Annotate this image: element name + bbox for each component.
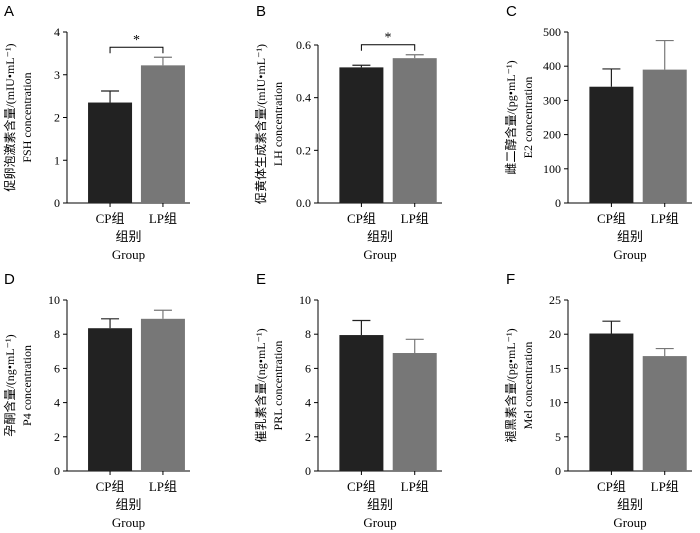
x-tick-label: CP组 bbox=[597, 211, 626, 226]
y-tick-label: 10 bbox=[299, 293, 311, 307]
y-tick-label: 300 bbox=[543, 93, 561, 107]
y-tick-label: 15 bbox=[549, 361, 561, 375]
y-tick-label: 6 bbox=[305, 361, 311, 375]
x-tick-label: CP组 bbox=[347, 211, 376, 226]
y-tick-label: 3 bbox=[54, 68, 60, 82]
x-axis-subtitle: Group bbox=[613, 247, 646, 262]
y-tick-label: 0.2 bbox=[296, 143, 311, 157]
y-axis-subtitle: PRL concentration bbox=[271, 341, 285, 431]
x-axis-subtitle: Group bbox=[363, 247, 396, 262]
y-tick-label: 4 bbox=[305, 396, 311, 410]
y-tick-label: 6 bbox=[54, 361, 60, 375]
y-axis-subtitle: Mel concentration bbox=[521, 342, 535, 430]
x-tick-label: LP组 bbox=[401, 479, 429, 494]
y-tick-label: 1 bbox=[54, 153, 60, 167]
x-axis-title: 组别 bbox=[367, 497, 393, 512]
y-tick-label: 0 bbox=[555, 464, 561, 478]
bar-cp bbox=[88, 328, 133, 471]
bar-lp bbox=[392, 58, 437, 203]
panel-letter-d: D bbox=[4, 271, 15, 288]
y-tick-label: 4 bbox=[54, 396, 60, 410]
x-tick-label: LP组 bbox=[149, 211, 177, 226]
bar-cp bbox=[589, 333, 634, 471]
y-tick-label: 10 bbox=[549, 396, 561, 410]
panel-letter-c: C bbox=[506, 3, 517, 20]
x-tick-label: CP组 bbox=[96, 211, 125, 226]
x-axis-subtitle: Group bbox=[112, 247, 145, 262]
y-tick-label: 0.4 bbox=[296, 91, 311, 105]
y-tick-label: 100 bbox=[543, 162, 561, 176]
panel-letter-a: A bbox=[4, 3, 14, 20]
chart-panel-b: B 0.0 0.2 0.4 0.6 CP组 LP组 * 组别 Group 促黄体生成素含量/(mIU… bbox=[253, 3, 442, 262]
y-tick-label: 0 bbox=[555, 196, 561, 210]
y-axis-title: 孕酮含量/(ng•mL⁻¹) bbox=[2, 334, 17, 436]
x-tick-label: LP组 bbox=[149, 479, 177, 494]
x-axis-title: 组别 bbox=[617, 497, 643, 512]
y-axis-title: 促卵泡激素含量/(mIU•mL⁻¹) bbox=[2, 43, 17, 191]
x-tick-label: LP组 bbox=[401, 211, 429, 226]
bar-cp bbox=[88, 102, 133, 203]
bar-lp bbox=[140, 318, 185, 471]
panel-letter-f: F bbox=[506, 271, 515, 288]
y-axis-subtitle: E2 concentration bbox=[521, 77, 535, 159]
x-axis-title: 组别 bbox=[115, 497, 141, 512]
y-tick-label: 4 bbox=[54, 25, 60, 39]
y-tick-label: 0 bbox=[54, 464, 60, 478]
y-tick-label: 500 bbox=[543, 25, 561, 39]
y-axis-subtitle: LH concentration bbox=[271, 82, 285, 166]
bar-lp bbox=[392, 353, 437, 471]
y-tick-label: 8 bbox=[54, 327, 60, 341]
y-tick-label: 2 bbox=[54, 430, 60, 444]
bar-cp bbox=[339, 67, 384, 203]
y-axis-title: 催乳素含量/(ng•mL⁻¹) bbox=[253, 328, 268, 442]
y-axis-title: 雌二醇含量/(pg•mL⁻¹) bbox=[503, 60, 518, 174]
bar-lp bbox=[642, 69, 687, 204]
x-tick-label: CP组 bbox=[96, 479, 125, 494]
y-tick-label: 0 bbox=[54, 196, 60, 210]
significance-marker: * bbox=[385, 31, 392, 46]
panel-letter-e: E bbox=[256, 271, 266, 288]
y-axis-subtitle: FSH concentration bbox=[20, 72, 34, 162]
y-axis-title: 褪黑素含量/(pg•mL⁻¹) bbox=[503, 328, 518, 442]
x-axis-title: 组别 bbox=[617, 229, 643, 244]
bar-cp bbox=[339, 335, 384, 471]
chart-panel-a: A 0 1 2 3 4 CP组 LP组 * 组别 Group 促卵泡激素含量/(mIU•mL⁻¹) FS… bbox=[2, 3, 190, 262]
significance-marker: * bbox=[133, 33, 140, 48]
bar-cp bbox=[589, 86, 634, 203]
x-axis-title: 组别 bbox=[115, 229, 141, 244]
y-axis-title: 促黄体生成素含量/(mIU•mL⁻¹) bbox=[253, 44, 268, 204]
bar-lp bbox=[140, 65, 185, 203]
y-tick-label: 25 bbox=[549, 293, 561, 307]
y-tick-label: 0.6 bbox=[296, 38, 311, 52]
y-tick-label: 20 bbox=[549, 327, 561, 341]
panel-letter-b: B bbox=[256, 3, 266, 20]
significance-bracket bbox=[360, 44, 416, 51]
y-tick-label: 10 bbox=[48, 293, 60, 307]
y-tick-label: 400 bbox=[543, 59, 561, 73]
y-tick-label: 5 bbox=[555, 430, 561, 444]
y-tick-label: 0 bbox=[305, 464, 311, 478]
x-axis-subtitle: Group bbox=[613, 515, 646, 530]
y-tick-label: 8 bbox=[305, 327, 311, 341]
y-axis-subtitle: P4 concentration bbox=[20, 345, 34, 426]
significance-bracket bbox=[109, 46, 164, 54]
x-tick-label: LP组 bbox=[651, 479, 679, 494]
x-axis-subtitle: Group bbox=[112, 515, 145, 530]
x-tick-label: LP组 bbox=[651, 211, 679, 226]
bar-lp bbox=[642, 356, 687, 471]
x-axis-title: 组别 bbox=[367, 229, 393, 244]
y-tick-label: 2 bbox=[305, 430, 311, 444]
x-tick-label: CP组 bbox=[597, 479, 626, 494]
y-tick-label: 0.0 bbox=[296, 196, 311, 210]
x-axis-subtitle: Group bbox=[363, 515, 396, 530]
y-tick-label: 200 bbox=[543, 128, 561, 142]
x-tick-label: CP组 bbox=[347, 479, 376, 494]
y-tick-label: 2 bbox=[54, 111, 60, 125]
